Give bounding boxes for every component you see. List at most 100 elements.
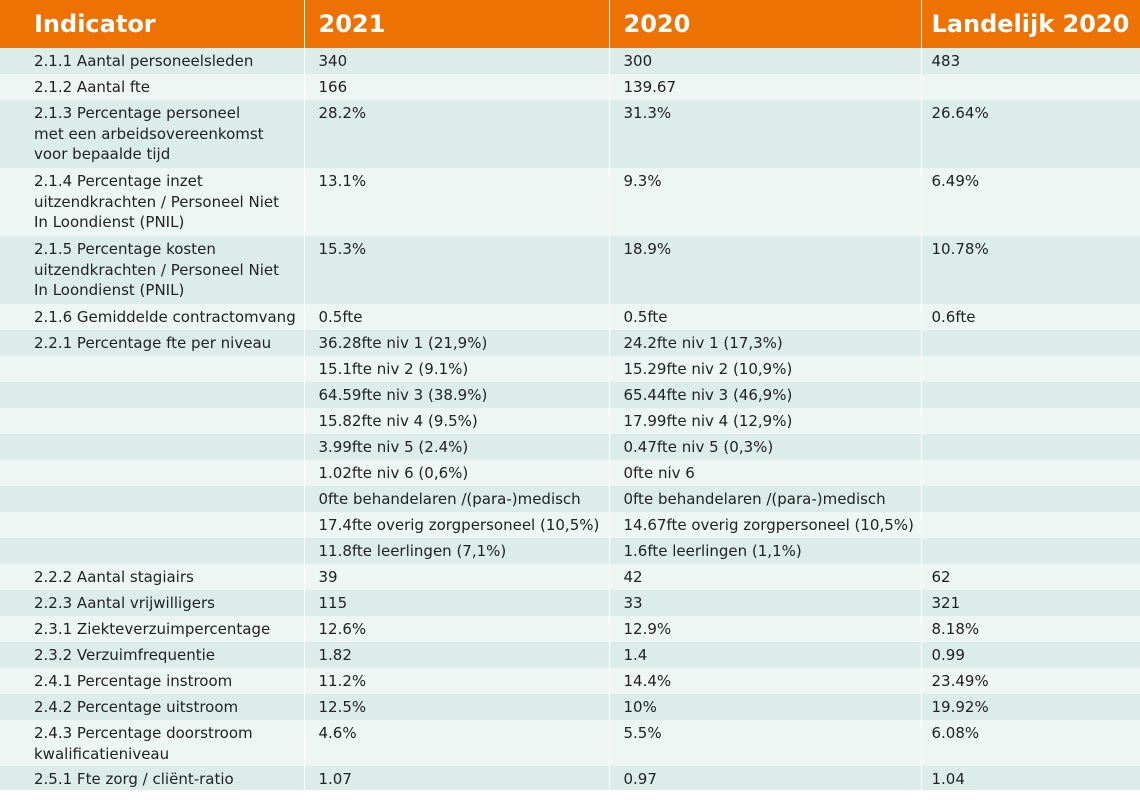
table-row: 17.4fte overig zorgpersoneel (10,5%) 14.6… (0, 512, 1140, 538)
value-2021-cell: 340 (304, 48, 610, 74)
indicator-cell: 2.3.2 Verzuimfrequentie (0, 642, 305, 668)
value-2021-cell: 166 (304, 74, 610, 100)
table-row: 2.1.4 Percentage inzet uitzendkrachten / … (0, 168, 1140, 236)
value-2021-cell-text: 1.02fte niv 6 (0,6%) (318, 464, 469, 482)
value-2020-cell: 300 (609, 48, 922, 74)
value-landelijk-cell-text (932, 74, 1140, 77)
value-landelijk-cell (921, 382, 1140, 408)
value-2020-cell: 1.4 (609, 642, 922, 668)
value-2020-cell-text: 31.3% (623, 104, 672, 122)
value-landelijk-cell-text: 19.92% (931, 698, 989, 716)
value-2021-cell: 39 (304, 564, 610, 590)
value-2021-cell-text: 17.4fte overig zorgpersoneel (10,5%) (318, 516, 600, 534)
value-landelijk-cell: 19.92% (921, 694, 1140, 720)
value-2020-cell-text: 17.99fte niv 4 (12,9%) (623, 412, 793, 430)
value-2020-cell: 0fte niv 6 (609, 460, 922, 486)
table-row: 2.2.1 Percentage fte per niveau 36.28fte … (0, 330, 1140, 356)
value-2021-cell-text: 0.5fte (318, 308, 363, 326)
indicator-line: uitzendkrachten / Personeel Niet (34, 260, 279, 279)
value-2021-cell: 1.02fte niv 6 (0,6%) (304, 460, 610, 486)
indicator-line: 2.4.1 Percentage instroom (34, 672, 233, 690)
value-2020-cell: 42 (609, 564, 922, 590)
value-landelijk-cell (921, 434, 1140, 460)
value-landelijk-cell-text: 0.6fte (931, 308, 976, 326)
indicator-line: 2.4.3 Percentage doorstroom (34, 724, 253, 742)
value-2021-cell-text: 15.82fte niv 4 (9.5%) (318, 412, 478, 430)
value-2021-cell: 4.6% (304, 720, 610, 766)
value-2020-cell-text: 15.29fte niv 2 (10,9%) (623, 360, 793, 378)
value-landelijk-cell-text (932, 408, 1140, 411)
value-landelijk-cell: 321 (921, 590, 1140, 616)
indicator-cell: 2.1.4 Percentage inzet uitzendkrachten / … (0, 168, 305, 236)
indicator-cell (0, 382, 305, 408)
value-2021-cell-text: 28.2% (318, 104, 367, 122)
value-2020-cell-text: 0fte behandelaren /(para-)medisch (623, 490, 886, 508)
table-row: 2.2.3 Aantal vrijwilligers 115 33 321 (0, 590, 1140, 616)
value-2021-cell: 36.28fte niv 1 (21,9%) (304, 330, 610, 356)
value-2020-cell: 0.47fte niv 5 (0,3%) (609, 434, 922, 460)
header-2020: 2020 (609, 0, 922, 48)
table-row: 15.82fte niv 4 (9.5%) 17.99fte niv 4 (12,… (0, 408, 1140, 434)
indicator-cell: 2.1.6 Gemiddelde contractomvang (0, 304, 305, 330)
value-landelijk-cell: 62 (921, 564, 1140, 590)
value-2020-cell-text: 9.3% (623, 172, 662, 190)
value-2020-cell: 0fte behandelaren /(para-)medisch (609, 486, 922, 512)
value-landelijk-cell-text: 6.08% (931, 724, 980, 742)
value-landelijk-cell-text (932, 460, 1140, 463)
indicator-cell: 2.1.5 Percentage kosten uitzendkrachten /… (0, 236, 305, 304)
value-2021-cell-text: 15.3% (318, 240, 367, 258)
value-landelijk-cell-text: 62 (931, 568, 951, 586)
value-2020-cell: 24.2fte niv 1 (17,3%) (609, 330, 922, 356)
value-2020-cell: 5.5% (609, 720, 922, 766)
value-2021-cell-text: 4.6% (318, 724, 357, 742)
value-2020-cell-text: 1.4 (623, 646, 648, 664)
value-2021-cell: 17.4fte overig zorgpersoneel (10,5%) (304, 512, 610, 538)
value-2020-cell-text: 300 (623, 52, 653, 70)
value-2021-cell: 13.1% (304, 168, 610, 236)
value-2021-cell-text: 11.8fte leerlingen (7,1%) (318, 542, 507, 560)
value-2020-cell-text: 65.44fte niv 3 (46,9%) (623, 386, 793, 404)
value-2021-cell-text: 1.82 (318, 646, 352, 664)
value-2020-cell-text: 1.6fte leerlingen (1,1%) (623, 542, 802, 560)
value-landelijk-cell: 26.64% (921, 100, 1140, 168)
table-row: 2.5.1 Fte zorg / cliënt-ratio 1.07 0.97 1.0… (0, 766, 1140, 790)
indicator-table: Indicator 2021 2020 Landelijk 2020 2.1.1… (0, 0, 1140, 790)
value-landelijk-cell-text (932, 486, 1140, 489)
value-2021-cell-text: 12.5% (318, 698, 367, 716)
table-row: 2.3.2 Verzuimfrequentie 1.82 1.4 0.99 (0, 642, 1140, 668)
value-2020-cell-text: 14.67fte overig zorgpersoneel (10,5%) (623, 516, 914, 534)
value-landelijk-cell: 6.08% (921, 720, 1140, 766)
header-row: Indicator 2021 2020 Landelijk 2020 (0, 0, 1140, 48)
value-2020-cell-text: 33 (623, 594, 643, 612)
table-row: 2.1.1 Aantal personeelsleden 340 300 483 (0, 48, 1140, 74)
value-2020-cell-text: 18.9% (623, 240, 672, 258)
value-landelijk-cell-text: 8.18% (931, 620, 980, 638)
value-2021-cell: 11.2% (304, 668, 610, 694)
value-2021-cell: 11.8fte leerlingen (7,1%) (304, 538, 610, 564)
indicator-line: 2.3.2 Verzuimfrequentie (34, 646, 215, 664)
value-2020-cell: 12.9% (609, 616, 922, 642)
value-landelijk-cell: 0.99 (921, 642, 1140, 668)
value-landelijk-cell-text: 0.99 (931, 646, 965, 664)
value-2020-cell-text: 24.2fte niv 1 (17,3%) (623, 334, 783, 352)
indicator-line: 2.1.1 Aantal personeelsleden (34, 52, 254, 70)
value-2021-cell: 12.5% (304, 694, 610, 720)
indicator-line: 2.3.1 Ziekteverzuimpercentage (34, 620, 271, 638)
value-2020-cell: 14.4% (609, 668, 922, 694)
header-landelijk-2020: Landelijk 2020 (921, 0, 1140, 48)
indicator-line: 2.2.1 Percentage fte per niveau (34, 334, 272, 352)
value-landelijk-cell (921, 460, 1140, 486)
value-2021-cell: 0.5fte (304, 304, 610, 330)
value-2021-cell-text: 115 (318, 594, 348, 612)
value-2020-cell: 33 (609, 590, 922, 616)
value-2021-cell-text: 36.28fte niv 1 (21,9%) (318, 334, 488, 352)
indicator-cell (0, 434, 305, 460)
value-2021-cell: 64.59fte niv 3 (38.9%) (304, 382, 610, 408)
value-2021-cell-text: 3.99fte niv 5 (2.4%) (318, 438, 469, 456)
indicator-cell: 2.2.2 Aantal stagiairs (0, 564, 305, 590)
value-2021-cell-text: 15.1fte niv 2 (9.1%) (318, 360, 469, 378)
value-landelijk-cell (921, 408, 1140, 434)
indicator-cell (0, 460, 305, 486)
indicator-line: voor bepaalde tijd (34, 145, 171, 163)
value-landelijk-cell: 0.6fte (921, 304, 1140, 330)
